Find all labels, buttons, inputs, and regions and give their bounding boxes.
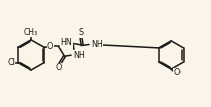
Text: O: O xyxy=(173,68,180,77)
Text: NH: NH xyxy=(73,51,85,60)
Text: NH: NH xyxy=(91,40,103,49)
Text: HN: HN xyxy=(60,38,72,47)
Text: Cl: Cl xyxy=(7,58,15,67)
Text: S: S xyxy=(79,28,84,37)
Text: CH₃: CH₃ xyxy=(24,28,38,37)
Text: O: O xyxy=(47,42,53,51)
Text: O: O xyxy=(55,63,62,72)
